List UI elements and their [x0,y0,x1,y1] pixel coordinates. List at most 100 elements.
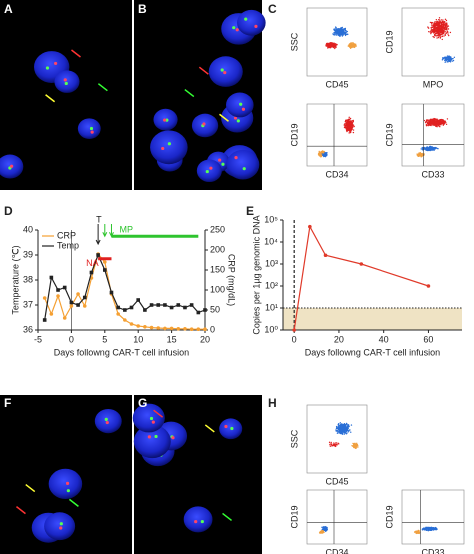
event [444,31,447,33]
arrow [97,83,108,92]
event [347,121,349,124]
event [438,35,440,38]
event [352,120,355,123]
annotation-label: NA [86,258,99,268]
event [336,432,339,434]
x-axis-label: Days followng CAR-T cell infusion [305,347,440,357]
event [434,122,436,124]
event [437,34,439,36]
event [436,27,438,29]
event [350,424,353,426]
event [318,154,321,157]
event [434,28,436,31]
event [326,527,328,530]
data-point [323,253,328,258]
x-tick-label: 5 [102,334,107,344]
event [443,56,446,59]
event [444,18,447,21]
event [420,148,422,150]
y2-tick-label: 250 [210,224,225,234]
event [355,444,357,447]
event [327,44,329,47]
event [338,443,340,445]
event [348,116,350,119]
arrow [16,506,26,515]
event [444,120,446,122]
event [439,31,441,33]
event [430,120,433,122]
event [323,531,325,534]
event [451,60,453,62]
event [445,121,447,124]
event [428,30,430,33]
data-point [203,308,207,312]
data-point [183,327,187,331]
event [445,19,448,22]
event [434,34,436,37]
event [447,60,449,63]
event [431,147,433,150]
event [446,59,448,61]
flow-x-label: CD45 [325,476,348,486]
event [342,28,345,30]
data-point [143,308,147,312]
event [344,119,347,122]
event [429,121,431,124]
signal-red [65,481,70,485]
event [331,445,333,447]
event [439,119,441,121]
legend-label: CRP [57,230,76,240]
event [436,124,438,126]
panel-label: B [138,2,147,16]
signal-red [63,78,67,82]
data-point [196,310,201,315]
event [423,528,425,531]
event [439,123,441,125]
event [338,426,340,428]
data-point [292,328,296,332]
data-point [149,303,154,307]
event [441,119,443,121]
event [350,42,353,44]
event [434,32,437,35]
event [338,35,341,37]
event [431,24,433,26]
event [426,527,428,529]
event [445,24,447,27]
event [341,26,344,29]
event [445,123,448,126]
event [341,35,344,37]
signal-red [151,420,155,424]
event [446,28,448,30]
event [433,32,435,34]
event [327,47,329,49]
signal-green [154,434,158,439]
event [441,38,443,41]
data-point [123,318,127,322]
signal-green [59,522,63,526]
signal-green [89,126,94,131]
event [425,119,428,122]
event [452,59,455,62]
event [444,26,447,28]
x-tick-label: 20 [200,334,210,344]
event [441,20,444,23]
event [334,47,336,50]
event [438,29,440,31]
event [326,528,328,531]
event [441,59,444,61]
event [341,431,344,433]
event [341,425,343,428]
signal-green [167,142,171,146]
event [433,122,435,124]
event [333,442,335,444]
event [416,153,418,155]
event [439,126,441,128]
signal-green [66,489,70,493]
event [344,120,347,123]
data-point [116,312,120,316]
event [446,118,449,120]
event [333,28,335,30]
data-point [189,303,194,307]
